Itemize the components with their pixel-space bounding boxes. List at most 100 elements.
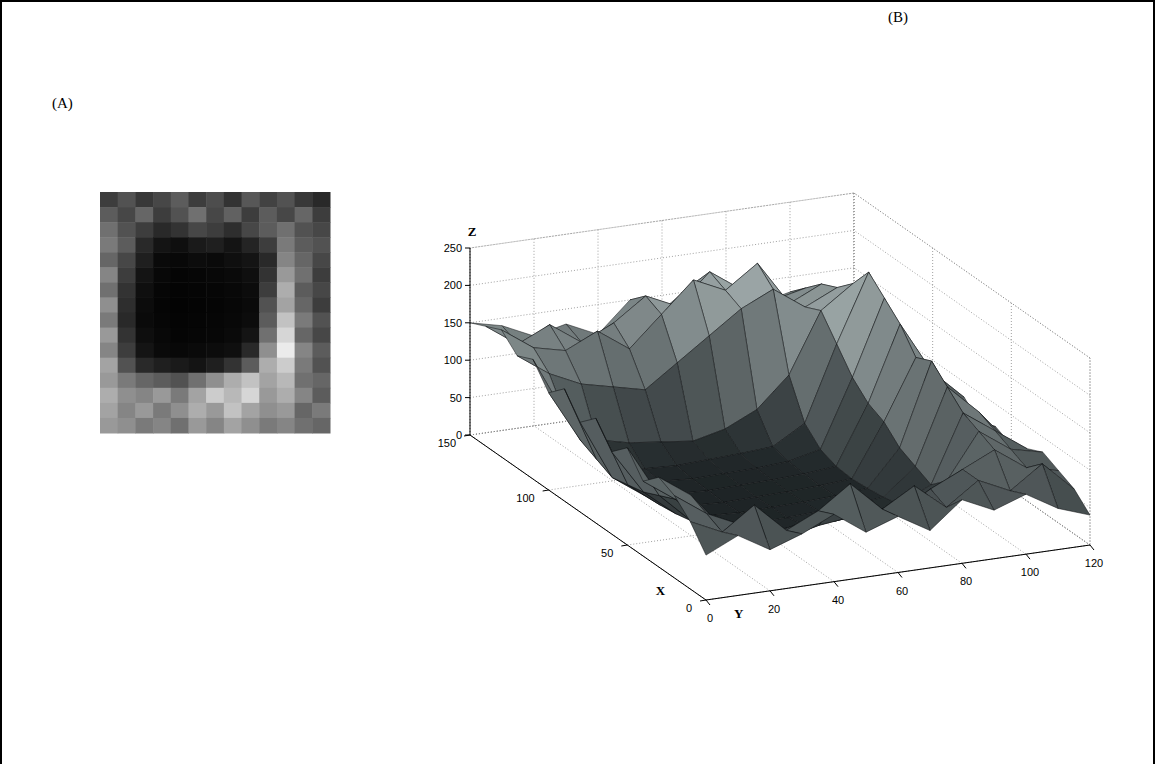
image-cell bbox=[224, 267, 242, 283]
image-cell bbox=[277, 297, 295, 313]
z-tick bbox=[465, 397, 470, 398]
z-tick-label: 250 bbox=[444, 242, 462, 254]
image-cell bbox=[224, 403, 242, 419]
image-cell bbox=[135, 297, 153, 313]
z-tick bbox=[465, 248, 470, 249]
z-tick bbox=[465, 322, 470, 323]
image-cell bbox=[242, 373, 260, 389]
image-cell bbox=[312, 192, 330, 208]
image-cell bbox=[259, 373, 277, 389]
image-cell bbox=[277, 388, 295, 404]
image-cell bbox=[100, 418, 118, 434]
y-tick bbox=[898, 573, 902, 578]
image-cell bbox=[242, 282, 260, 298]
grid-line bbox=[1090, 358, 1091, 545]
surface bbox=[470, 263, 1090, 555]
image-cell bbox=[100, 388, 118, 404]
image-cell bbox=[153, 343, 171, 359]
z-tick-label: 100 bbox=[444, 354, 462, 366]
image-cell bbox=[135, 282, 153, 298]
image-cell bbox=[171, 343, 189, 359]
image-cell bbox=[188, 403, 206, 419]
image-cell bbox=[135, 418, 153, 434]
image-cell bbox=[277, 328, 295, 344]
image-cell bbox=[277, 192, 295, 208]
image-cell bbox=[242, 358, 260, 374]
image-cell bbox=[171, 388, 189, 404]
image-cell bbox=[153, 237, 171, 253]
image-cell bbox=[295, 403, 313, 419]
image-cell bbox=[153, 222, 171, 238]
image-cell bbox=[224, 418, 242, 434]
image-cell bbox=[277, 373, 295, 389]
image-cell bbox=[135, 328, 153, 344]
image-cell bbox=[153, 418, 171, 434]
image-cell bbox=[242, 252, 260, 268]
image-cell bbox=[118, 358, 136, 374]
image-cell bbox=[259, 267, 277, 283]
image-cell bbox=[153, 358, 171, 374]
x-tick-label: 150 bbox=[438, 437, 456, 449]
image-cell bbox=[312, 373, 330, 389]
image-cell bbox=[312, 328, 330, 344]
surface-patch bbox=[818, 484, 866, 532]
image-cell bbox=[171, 207, 189, 223]
image-cell bbox=[242, 313, 260, 329]
image-cell bbox=[118, 192, 136, 208]
image-cell bbox=[259, 328, 277, 344]
image-cell bbox=[188, 222, 206, 238]
image-cell bbox=[118, 328, 136, 344]
image-cell bbox=[277, 207, 295, 223]
image-cell bbox=[312, 282, 330, 298]
image-cell bbox=[135, 252, 153, 268]
image-cell bbox=[295, 373, 313, 389]
image-cell bbox=[277, 313, 295, 329]
image-panel bbox=[100, 192, 331, 434]
image-cell bbox=[188, 373, 206, 389]
image-cell bbox=[277, 222, 295, 238]
image-cell bbox=[100, 222, 118, 238]
y-tick-label: 20 bbox=[768, 603, 780, 615]
panel-label: (B) bbox=[888, 9, 908, 26]
image-cell bbox=[206, 313, 224, 329]
image-cell bbox=[100, 328, 118, 344]
image-cell bbox=[135, 237, 153, 253]
image-cell bbox=[295, 313, 313, 329]
image-cell bbox=[295, 328, 313, 344]
image-cell bbox=[224, 207, 242, 223]
image-cell bbox=[188, 192, 206, 208]
image-cell bbox=[100, 343, 118, 359]
image-cell bbox=[100, 358, 118, 374]
image-cell bbox=[153, 328, 171, 344]
image-cell bbox=[242, 403, 260, 419]
image-cell bbox=[242, 343, 260, 359]
image-cell bbox=[277, 252, 295, 268]
image-cell bbox=[118, 222, 136, 238]
image-cell bbox=[118, 237, 136, 253]
image-cell bbox=[206, 192, 224, 208]
image-cell bbox=[153, 207, 171, 223]
z-tick-label: 0 bbox=[456, 429, 462, 441]
image-cell bbox=[188, 297, 206, 313]
image-cell bbox=[277, 403, 295, 419]
image-cell bbox=[206, 373, 224, 389]
y-tick-label: 120 bbox=[1085, 557, 1103, 569]
image-cell bbox=[259, 237, 277, 253]
image-cell bbox=[171, 418, 189, 434]
image-cell bbox=[295, 282, 313, 298]
image-cell bbox=[224, 358, 242, 374]
surface-patch bbox=[786, 511, 834, 534]
image-cell bbox=[153, 282, 171, 298]
image-cell bbox=[171, 267, 189, 283]
y-tick bbox=[706, 600, 710, 605]
image-cell bbox=[242, 388, 260, 404]
image-cell bbox=[224, 343, 242, 359]
image-cell bbox=[206, 388, 224, 404]
image-cell bbox=[259, 313, 277, 329]
image-cell bbox=[171, 222, 189, 238]
image-cell bbox=[206, 222, 224, 238]
image-cell bbox=[153, 313, 171, 329]
image-cell bbox=[171, 328, 189, 344]
image-cell bbox=[206, 343, 224, 359]
image-cell bbox=[135, 373, 153, 389]
